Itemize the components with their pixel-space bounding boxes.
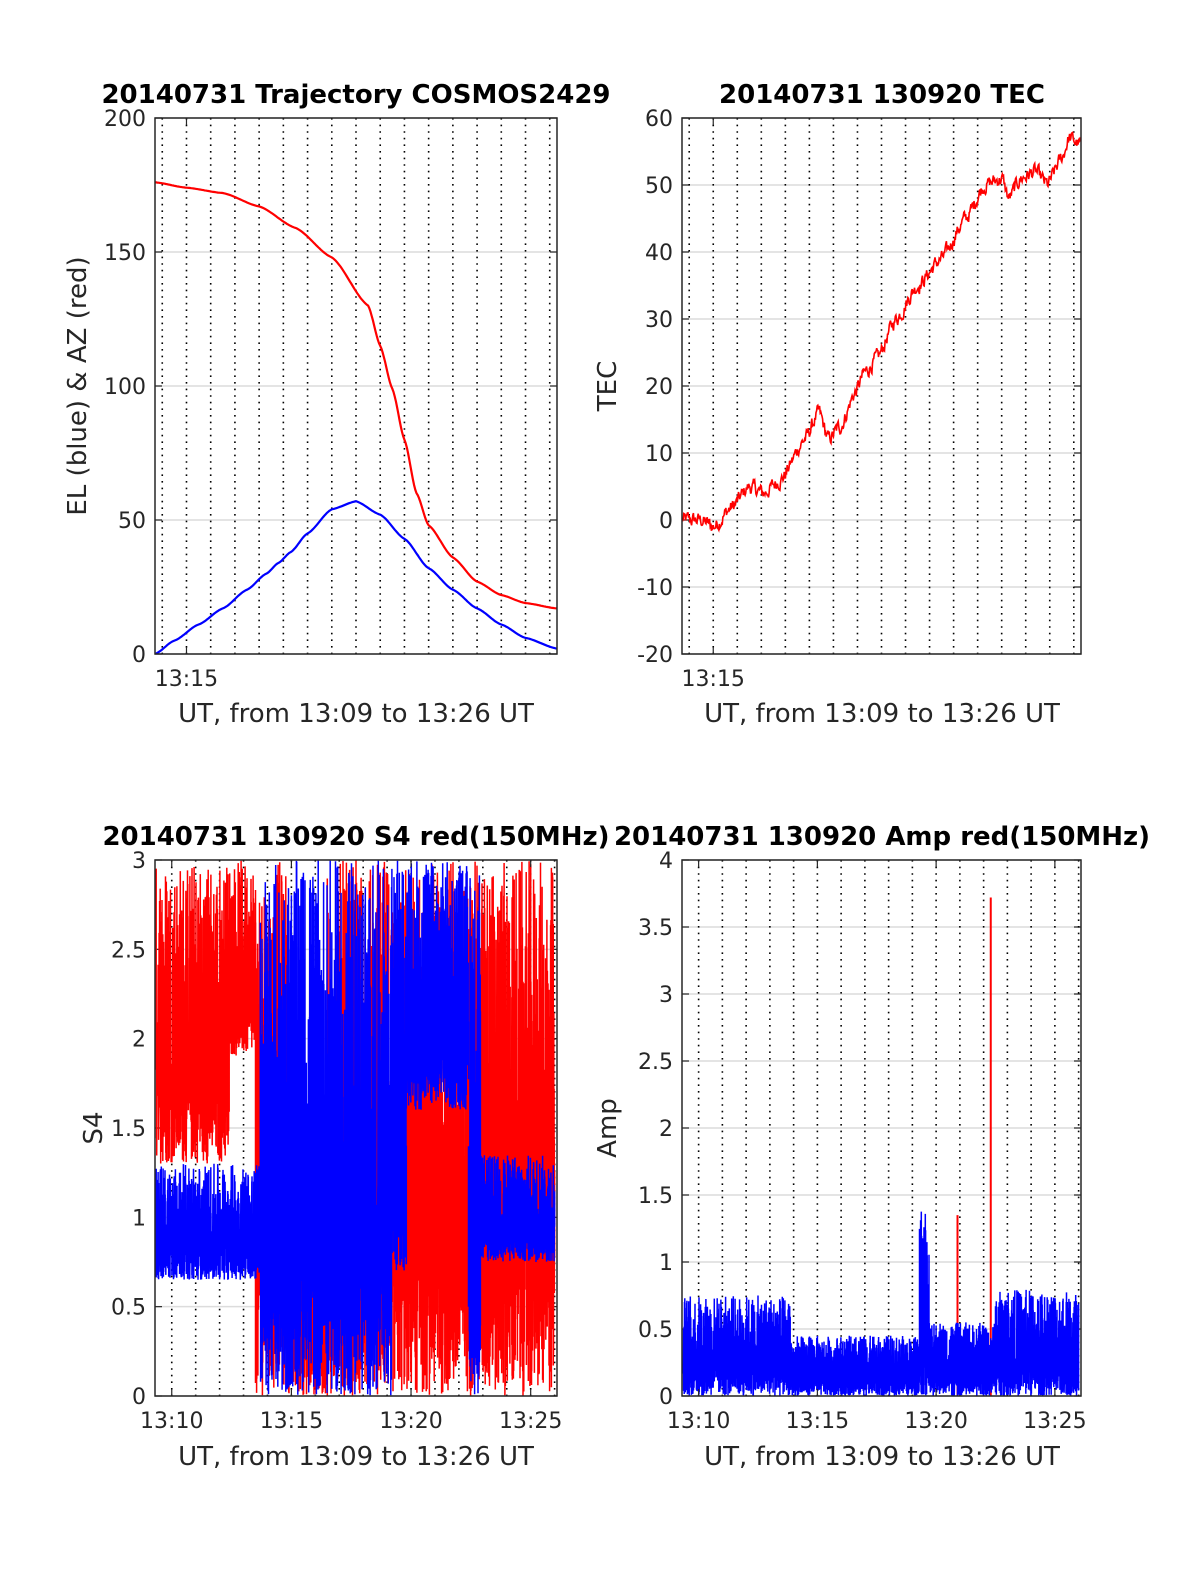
axes-box <box>681 859 1082 1397</box>
chart-s4: 20140731 130920 S4 red(150MHz) 0 0.5 1 1.5 2… <box>79 822 610 1472</box>
series-line <box>467 875 482 1395</box>
y-tick-label: 0 <box>659 509 673 534</box>
series-line <box>790 1335 921 1396</box>
x-axis-label: UT, from 13:09 to 13:26 UT <box>178 699 534 729</box>
y-tick-label: 100 <box>104 375 146 400</box>
chart-amp: 20140731 130920 Amp red(150MHz) 0 0.5 1 1.5… <box>593 822 1150 1472</box>
chart-trajectory: 20140731 Trajectory COSMOS2429 0 50 100 150… <box>63 80 611 729</box>
x-tick-label: 13:20 <box>379 1409 442 1434</box>
y-tick-label: 2.5 <box>638 1050 673 1075</box>
y-tick-label: 30 <box>645 308 673 333</box>
y-axis-label: Amp <box>593 1098 623 1158</box>
y-tick-label: 0.5 <box>111 1296 146 1321</box>
x-axis-label: UT, from 13:09 to 13:26 UT <box>704 699 1060 729</box>
series-line <box>155 500 557 654</box>
x-tick-label: 13:10 <box>667 1409 730 1434</box>
y-tick-label: 1 <box>132 1206 146 1231</box>
y-tick-label: -10 <box>637 576 673 601</box>
series-group <box>682 131 1081 533</box>
series-line <box>155 181 557 610</box>
plot-area: -20 -10 0 10 20 30 40 50 60 13:15 <box>637 107 1082 692</box>
y-tick-label: 0 <box>659 1385 673 1410</box>
series-line <box>928 1322 997 1396</box>
plot-area: 0 50 100 150 200 13:15 <box>104 107 558 692</box>
y-axis-label: TEC <box>593 361 623 412</box>
chart-tec: 20140731 130920 TEC -20 -10 0 10 20 30 40 50 60 1… <box>593 80 1082 729</box>
series-line <box>918 1211 930 1396</box>
series-line <box>479 1155 556 1263</box>
y-axis-label: EL (blue) & AZ (red) <box>63 256 93 515</box>
series-line <box>391 860 408 1271</box>
y-tick-label: 10 <box>645 442 673 467</box>
series-line <box>259 860 336 1395</box>
y-tick-label: 4 <box>659 849 673 874</box>
x-tick-label: 13:15 <box>260 1409 323 1434</box>
series-group <box>155 860 556 1396</box>
y-tick-label: 0 <box>132 1385 146 1410</box>
y-tick-label: 60 <box>645 107 673 132</box>
y-tick-label: 3 <box>659 983 673 1008</box>
y-tick-label: 1.5 <box>638 1184 673 1209</box>
series-line <box>333 860 393 1396</box>
y-tick-label: 3 <box>132 849 146 874</box>
x-tick-label: 13:15 <box>786 1409 849 1434</box>
y-tick-label: 2 <box>659 1117 673 1142</box>
x-tick-label: 13:15 <box>155 667 218 692</box>
y-tick-label: 1 <box>659 1251 673 1276</box>
y-axis-label: S4 <box>79 1111 109 1144</box>
x-axis-label: UT, from 13:09 to 13:26 UT <box>704 1442 1060 1472</box>
x-axis-label: UT, from 13:09 to 13:26 UT <box>178 1442 534 1472</box>
x-tick-label: 13:25 <box>1023 1409 1086 1434</box>
chart-title: 20140731 130920 TEC <box>719 80 1045 110</box>
y-tick-label: 0.5 <box>638 1318 673 1343</box>
series-line <box>682 1295 793 1396</box>
axes-box <box>154 117 558 655</box>
y-tick-label: 3.5 <box>638 916 673 941</box>
series-group <box>155 181 557 654</box>
x-tick-label: 13:15 <box>682 667 745 692</box>
chart-title: 20140731 130920 S4 red(150MHz) <box>102 822 609 852</box>
y-tick-label: 2 <box>132 1028 146 1053</box>
series-line <box>228 860 257 1056</box>
series-line <box>405 861 470 1110</box>
y-tick-label: 0 <box>132 643 146 668</box>
chart-title: 20140731 130920 Amp red(150MHz) <box>614 822 1150 852</box>
axes-box <box>154 859 558 1397</box>
y-tick-label: 1.5 <box>111 1117 146 1142</box>
series-line <box>155 866 230 1164</box>
series-line <box>155 1163 262 1280</box>
y-tick-label: 50 <box>118 509 146 534</box>
x-tick-label: 13:25 <box>499 1409 562 1434</box>
y-tick-label: 50 <box>645 174 673 199</box>
series-line <box>682 131 1081 533</box>
series-line <box>994 1289 1080 1396</box>
y-tick-label: -20 <box>637 643 673 668</box>
plot-area: 0 0.5 1 1.5 2 2.5 3 3.5 4 13:10 13:15 13:20 13:25 <box>638 849 1087 1434</box>
y-tick-label: 20 <box>645 375 673 400</box>
series-group <box>682 897 1080 1396</box>
y-tick-label: 40 <box>645 241 673 266</box>
plot-area: 0 0.5 1 1.5 2 2.5 3 13:10 13:15 13:20 13:25 <box>111 849 562 1434</box>
axes-box <box>681 117 1082 655</box>
x-tick-label: 13:20 <box>904 1409 967 1434</box>
y-tick-label: 200 <box>104 107 146 132</box>
chart-title: 20140731 Trajectory COSMOS2429 <box>101 80 610 110</box>
y-tick-label: 150 <box>104 241 146 266</box>
x-tick-label: 13:10 <box>140 1409 203 1434</box>
y-tick-label: 2.5 <box>111 938 146 963</box>
